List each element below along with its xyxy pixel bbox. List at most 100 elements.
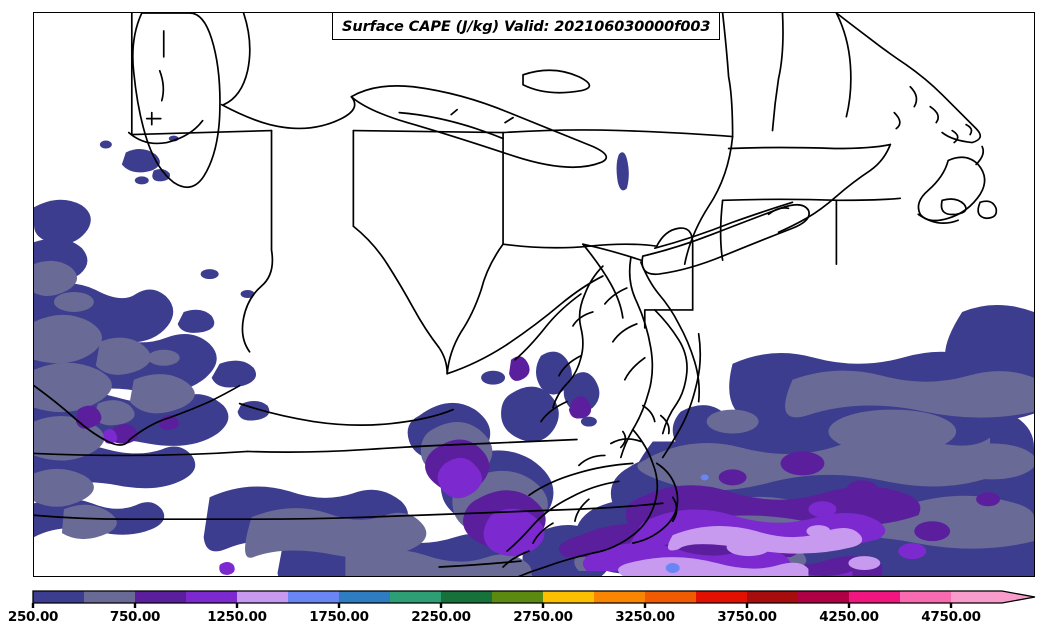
chesapeake-inlet-5 (558, 354, 582, 377)
colorbar-segment (288, 591, 340, 603)
state-line-ma-ct-ri (721, 197, 902, 202)
long-island (641, 203, 810, 276)
colorbar-segment (84, 591, 136, 603)
colorbar-segment (900, 591, 952, 603)
map-canvas (34, 13, 1034, 576)
state-line-nh-me (835, 13, 852, 118)
cape-band-1500-1750 (665, 474, 709, 574)
li-fork (767, 207, 790, 216)
colorbar-segment (492, 591, 544, 603)
state-line-md-de (655, 227, 694, 311)
map-plot-area[interactable] (33, 12, 1035, 577)
state-line-pa-md (502, 243, 658, 249)
delmarva-coast (661, 333, 702, 459)
ohio-river (128, 384, 241, 441)
colorbar-segment (849, 591, 901, 603)
state-line-oh-pa (352, 129, 504, 134)
coast-new-jersey (639, 261, 701, 403)
lake-erie (350, 85, 608, 169)
page-title: Surface CAPE (J/kg) Valid: 202106030000f… (342, 19, 711, 35)
colorbar-tick-label: 2250.00 (411, 609, 471, 625)
nantucket (977, 200, 998, 220)
coast-north-carolina (517, 428, 659, 576)
chesapeake-inlet-3 (623, 356, 646, 381)
coast-massachusetts (777, 143, 892, 234)
colorbar-segment (543, 591, 595, 603)
coast-maine (835, 13, 982, 144)
state-line-ny-vt (721, 13, 734, 138)
chesapeake-bay (619, 257, 654, 459)
colorbar-segment (237, 591, 289, 603)
state-line-oh-wv (352, 225, 449, 375)
pamlico-sound (506, 480, 620, 552)
state-line-pa-wv (446, 243, 504, 375)
colorbar-segment (645, 591, 697, 603)
state-line-ky-oh (238, 402, 455, 426)
map-title-box: Surface CAPE (J/kg) Valid: 202106030000f… (332, 12, 721, 40)
colorbar-tick-label: 250.00 (7, 609, 59, 625)
state-line-nc-sc (438, 560, 522, 568)
potomac (514, 293, 582, 361)
state-line-ny-pa (502, 129, 734, 138)
albemarle-sound (528, 462, 634, 497)
colorbar-segment (798, 591, 850, 603)
state-line-mo-ky (34, 384, 131, 446)
state-line-nj-ny (582, 243, 642, 261)
state-line-in-oh (241, 129, 274, 353)
coast-cape-cod-bay (917, 213, 959, 225)
colorbar-outline (32, 590, 1036, 604)
colorbar-tick-label: 750.00 (109, 609, 161, 625)
colorbar-segment (135, 591, 187, 603)
state-line-tn-ga (34, 514, 367, 521)
cape-hatteras (671, 496, 678, 523)
colorbar-segment (390, 591, 442, 603)
lake-michigan (131, 13, 221, 189)
colorbar-segment (33, 591, 85, 603)
colorbar-tick-label: 3750.00 (717, 609, 777, 625)
coast-maine-detail (909, 85, 918, 108)
state-line-nj-pa (582, 243, 624, 319)
chesapeake-inlet-6 (540, 400, 568, 423)
lake-michigan-south (127, 119, 204, 145)
colorbar-segment (696, 591, 748, 603)
colorbar-segment (747, 591, 799, 603)
colorbar-tick-label: 2750.00 (513, 609, 573, 625)
cape-band-1000-1250 (103, 428, 927, 576)
colorbar[interactable]: 250.00 750.00 1250.00 1750.00 2250.00 2750.00… (0, 586, 1042, 633)
geography-layer (34, 13, 998, 576)
colorbar-tick-labels: 250.00 750.00 1250.00 1750.00 2250.00 2750.00… (0, 607, 1042, 633)
state-line-pa-ny-east (683, 135, 734, 265)
lake-ontario (522, 69, 591, 94)
cape-cod (917, 156, 986, 222)
marthas-vineyard (940, 198, 967, 216)
colorbar-segment (186, 591, 238, 603)
state-line-vt-nh (771, 13, 784, 132)
state-line-ky-va-tn (246, 438, 578, 453)
state-line-ma-north (727, 143, 892, 150)
colorbar-segment (951, 591, 1003, 603)
state-line-mi-in (130, 129, 273, 136)
long-island-sound (653, 201, 794, 250)
chesapeake-inlet-2 (611, 323, 638, 343)
state-line-wv-va (446, 275, 604, 375)
colorbar-tick-label: 1750.00 (309, 609, 369, 625)
northern-border (220, 95, 356, 130)
colorbar-segment (441, 591, 493, 603)
colorbar-tick-label: 4250.00 (819, 609, 879, 625)
cape-cod-hook (975, 145, 985, 166)
cape-band-1250-1500 (618, 525, 881, 576)
state-line-tn-nc (364, 502, 664, 519)
colorbar-swatches (31, 590, 1036, 608)
chesapeake-inlet-4 (572, 311, 594, 327)
chesapeake-west (552, 265, 604, 409)
cape-shading-layer (34, 135, 1034, 576)
delaware-bay (653, 309, 688, 435)
colorbar-tick-label: 4750.00 (921, 609, 981, 625)
colorbar-segment (339, 591, 391, 603)
chesapeake-inlet-1 (604, 287, 628, 305)
colorbar-segment (594, 591, 646, 603)
colorbar-tick-label: 3250.00 (615, 609, 675, 625)
colorbar-extend-arrow (1002, 591, 1035, 603)
colorbar-tick-label: 1250.00 (207, 609, 267, 625)
